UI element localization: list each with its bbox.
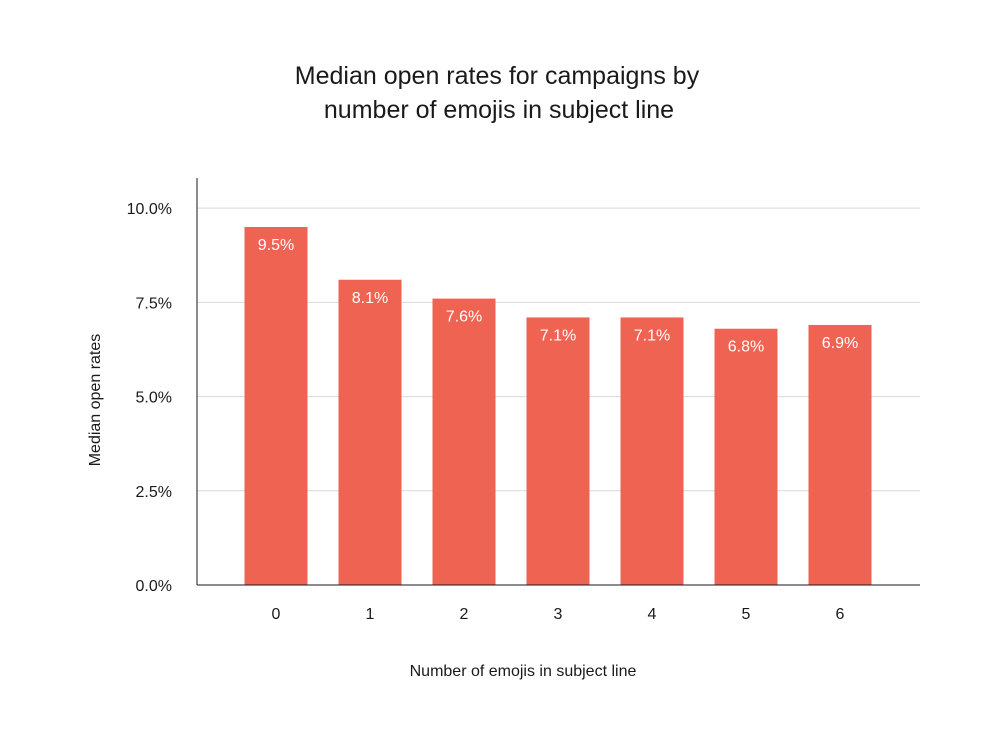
bar <box>338 279 402 585</box>
chart-title-line-2: number of emojis in subject line <box>324 96 674 124</box>
bar <box>714 328 778 585</box>
chart-title-line-1: Median open rates for campaigns by <box>295 62 700 90</box>
data-labels: 9.5% 8.1% 7.6% 7.1% 7.1% 6.8% 6.9% <box>258 237 858 356</box>
x-tick-label: 2 <box>460 606 469 623</box>
bar <box>244 226 308 586</box>
y-tick-label: 7.5% <box>136 295 172 312</box>
bars <box>244 226 872 586</box>
bar <box>620 317 684 585</box>
y-axis-label: Median open rates <box>87 334 104 467</box>
x-tick-label: 3 <box>554 606 563 623</box>
bar <box>432 298 496 585</box>
y-tick-label: 10.0% <box>127 201 172 218</box>
bar <box>808 324 872 585</box>
x-tick-label: 1 <box>366 606 375 623</box>
x-tick-label: 0 <box>272 606 281 623</box>
x-tick-labels: 0 1 2 3 4 5 6 <box>272 606 845 623</box>
axes <box>196 178 920 586</box>
x-tick-label: 4 <box>648 606 657 623</box>
y-tick-label: 2.5% <box>136 484 172 501</box>
bar-data-label: 6.8% <box>728 339 764 356</box>
bar-data-label: 7.1% <box>634 327 670 344</box>
bar-data-label: 9.5% <box>258 237 294 254</box>
y-tick-labels: 0.0% 2.5% 5.0% 7.5% 10.0% <box>127 201 172 595</box>
x-tick-label: 6 <box>836 606 845 623</box>
bar-data-label: 6.9% <box>822 335 858 352</box>
bar-data-label: 8.1% <box>352 290 388 307</box>
x-tick-label: 5 <box>742 606 751 623</box>
y-tick-label: 5.0% <box>136 390 172 407</box>
y-tick-label: 0.0% <box>136 578 172 595</box>
bar-data-label: 7.1% <box>540 327 576 344</box>
bar <box>526 317 590 585</box>
x-axis-label: Number of emojis in subject line <box>410 663 637 680</box>
bar-data-label: 7.6% <box>446 309 482 326</box>
